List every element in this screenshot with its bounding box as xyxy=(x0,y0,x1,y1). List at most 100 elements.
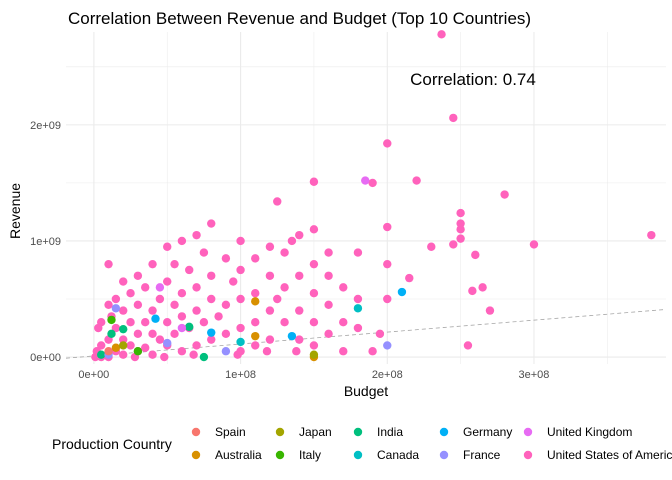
trend-line-layer xyxy=(65,309,667,359)
legend-label-japan: Japan xyxy=(299,425,332,439)
point-united-states-of-america xyxy=(104,300,113,309)
point-united-states-of-america xyxy=(353,323,363,333)
legend-key-spain xyxy=(191,427,201,437)
point-united-states-of-america xyxy=(500,190,509,199)
point-united-states-of-america xyxy=(471,250,480,260)
point-united-states-of-america xyxy=(148,306,157,315)
point-united-states-of-america xyxy=(163,242,172,251)
point-united-states-of-america xyxy=(339,347,348,356)
legend-label-united-kingdom: United Kingdom xyxy=(547,425,632,439)
legend-title: Production Country xyxy=(52,436,172,452)
point-united-states-of-america xyxy=(295,335,304,344)
point-united-states-of-america xyxy=(199,318,209,327)
point-united-states-of-america xyxy=(265,306,275,315)
point-united-states-of-america xyxy=(189,350,198,359)
point-united-states-of-america xyxy=(295,271,304,280)
point-united-states-of-america xyxy=(126,318,135,327)
y-tick-label: 1e+09 xyxy=(30,236,61,248)
point-united-states-of-america xyxy=(383,139,392,148)
point-united-states-of-america xyxy=(177,236,187,246)
legend-label-spain: Spain xyxy=(215,425,246,439)
point-united-states-of-america xyxy=(309,225,319,234)
legend-label-australia: Australia xyxy=(215,448,262,462)
point-spain xyxy=(104,347,113,356)
point-united-states-of-america xyxy=(412,176,421,185)
point-united-states-of-america xyxy=(97,341,106,350)
point-united-states-of-america xyxy=(155,294,165,304)
point-united-states-of-america xyxy=(280,248,289,257)
point-italy xyxy=(107,315,116,325)
point-united-states-of-america xyxy=(437,30,446,39)
point-united-states-of-america xyxy=(647,230,656,240)
point-united-kingdom xyxy=(155,283,165,292)
point-united-states-of-america xyxy=(383,294,392,304)
point-united-states-of-america xyxy=(456,219,465,228)
point-united-states-of-america xyxy=(236,236,245,246)
point-united-states-of-america xyxy=(292,347,301,356)
point-united-states-of-america xyxy=(273,294,282,304)
point-united-states-of-america xyxy=(119,350,128,359)
point-france xyxy=(383,341,392,350)
point-united-states-of-america xyxy=(177,288,187,298)
point-united-states-of-america xyxy=(449,240,458,249)
legend: Production Country Spain Australia Japan It… xyxy=(52,425,672,462)
point-united-states-of-america xyxy=(221,329,231,339)
point-united-states-of-america xyxy=(273,197,282,206)
x-tick-label: 2e+08 xyxy=(372,369,403,381)
point-united-states-of-america xyxy=(309,259,319,269)
x-tick-label: 3e+08 xyxy=(519,369,550,381)
point-united-states-of-america xyxy=(214,312,223,321)
legend-label-canada: Canada xyxy=(377,448,419,462)
point-united-states-of-america xyxy=(309,318,319,327)
point-united-states-of-america xyxy=(375,329,385,339)
point-united-states-of-america xyxy=(485,306,495,315)
x-tick-label: 0e+00 xyxy=(78,369,109,381)
point-japan xyxy=(119,341,128,350)
point-united-states-of-america xyxy=(280,318,289,327)
point-united-states-of-america xyxy=(111,323,121,333)
point-united-states-of-america xyxy=(177,347,187,356)
point-united-states-of-america xyxy=(262,347,272,356)
point-germany xyxy=(207,328,216,337)
point-united-states-of-america xyxy=(353,248,363,257)
point-united-states-of-america xyxy=(199,248,209,257)
point-united-states-of-america xyxy=(456,234,465,243)
point-united-states-of-america xyxy=(163,277,172,286)
grid-lines xyxy=(66,32,666,364)
legend-key-italy xyxy=(275,450,285,460)
point-united-states-of-america xyxy=(207,335,216,344)
point-united-states-of-america xyxy=(119,277,128,286)
point-united-states-of-america xyxy=(160,352,169,362)
point-india xyxy=(185,322,194,332)
point-united-states-of-america xyxy=(468,286,477,296)
point-united-kingdom xyxy=(177,323,187,333)
x-axis-title: Budget xyxy=(344,383,388,399)
point-france xyxy=(221,347,231,356)
point-united-states-of-america xyxy=(133,300,143,309)
point-united-states-of-america xyxy=(207,294,216,304)
point-united-states-of-america xyxy=(251,288,260,298)
point-united-states-of-america xyxy=(192,230,201,240)
point-united-states-of-america xyxy=(141,318,150,327)
chart-title: Correlation Between Revenue and Budget (… xyxy=(68,9,531,28)
point-united-states-of-america xyxy=(295,230,304,240)
point-united-states-of-america xyxy=(163,318,172,327)
point-united-states-of-america xyxy=(221,300,231,309)
y-axis-title: Revenue xyxy=(7,183,23,239)
point-united-states-of-america xyxy=(287,236,297,246)
point-united-states-of-america xyxy=(192,341,201,350)
point-united-states-of-america xyxy=(177,312,187,321)
point-france xyxy=(111,304,121,313)
correlation-annotation: Correlation: 0.74 xyxy=(410,70,536,89)
point-united-states-of-america xyxy=(133,329,143,339)
trend-line xyxy=(65,309,667,359)
point-canada xyxy=(353,304,363,313)
point-united-states-of-america xyxy=(309,177,319,186)
point-united-states-of-america xyxy=(339,318,348,327)
legend-key-germany xyxy=(439,427,449,437)
point-united-states-of-america xyxy=(111,294,121,304)
point-united-states-of-america xyxy=(229,277,238,286)
point-united-states-of-america xyxy=(265,335,275,344)
point-india xyxy=(199,352,209,362)
